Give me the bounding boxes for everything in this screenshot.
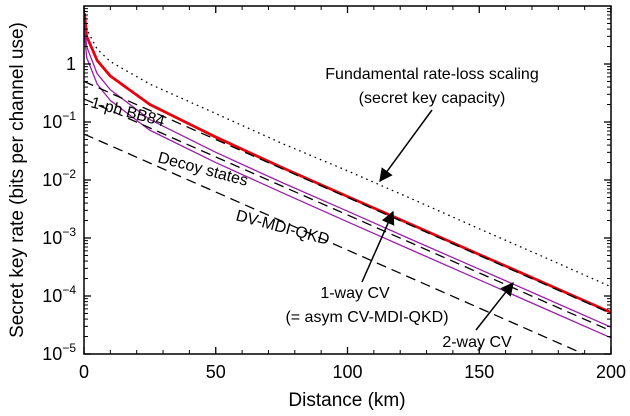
x-tick-label: 150 [464,362,494,382]
x-tick-label: 200 [596,362,626,382]
series-line-3 [84,32,611,339]
y-tick-label: 10−2 [42,167,76,190]
y-axis-label: Secret key rate (bits per channel use) [7,22,28,338]
x-tick-label: 50 [206,362,226,382]
annotation-one-way-line-1: 1-way CV [320,285,390,302]
tick-marks [83,6,612,355]
x-tick-label: 100 [332,362,362,382]
annotation-two-way-arrow [475,281,514,331]
series-line-0 [84,10,611,288]
annotation-two-way-label: 2-way CV [442,334,512,351]
y-tick-label: 1 [66,54,76,74]
annotation-fundamental-line-2: (secret key capacity) [359,90,506,107]
annotation-dvmdi-label: DV-MDI-QKD [234,207,331,248]
series-line-6 [84,133,586,354]
tick-labels: 0 50 100 150 200 10−5 10−4 10−3 10−2 10−1 1 [42,54,626,382]
x-tick-label: 0 [79,362,89,382]
y-tick-label: 10−3 [42,225,76,248]
series-line-1 [84,13,611,314]
annotation-fundamental-line-1: Fundamental rate-loss scaling [325,66,538,83]
series-line-2 [84,23,611,328]
series-group [84,10,611,354]
annotation-bb84-label: 1-ph BB84 [89,94,167,130]
x-axis-label: Distance (km) [288,390,405,411]
y-tick-label: 10−5 [42,341,76,364]
annotation-one-way-arrow [361,210,395,283]
y-tick-label: 10−1 [42,109,76,132]
annotation-one-way-line-2: (= asym CV-MDI-QKD) [285,309,448,326]
annotation-fundamental-arrow [379,109,433,183]
y-tick-label: 10−4 [42,283,76,306]
